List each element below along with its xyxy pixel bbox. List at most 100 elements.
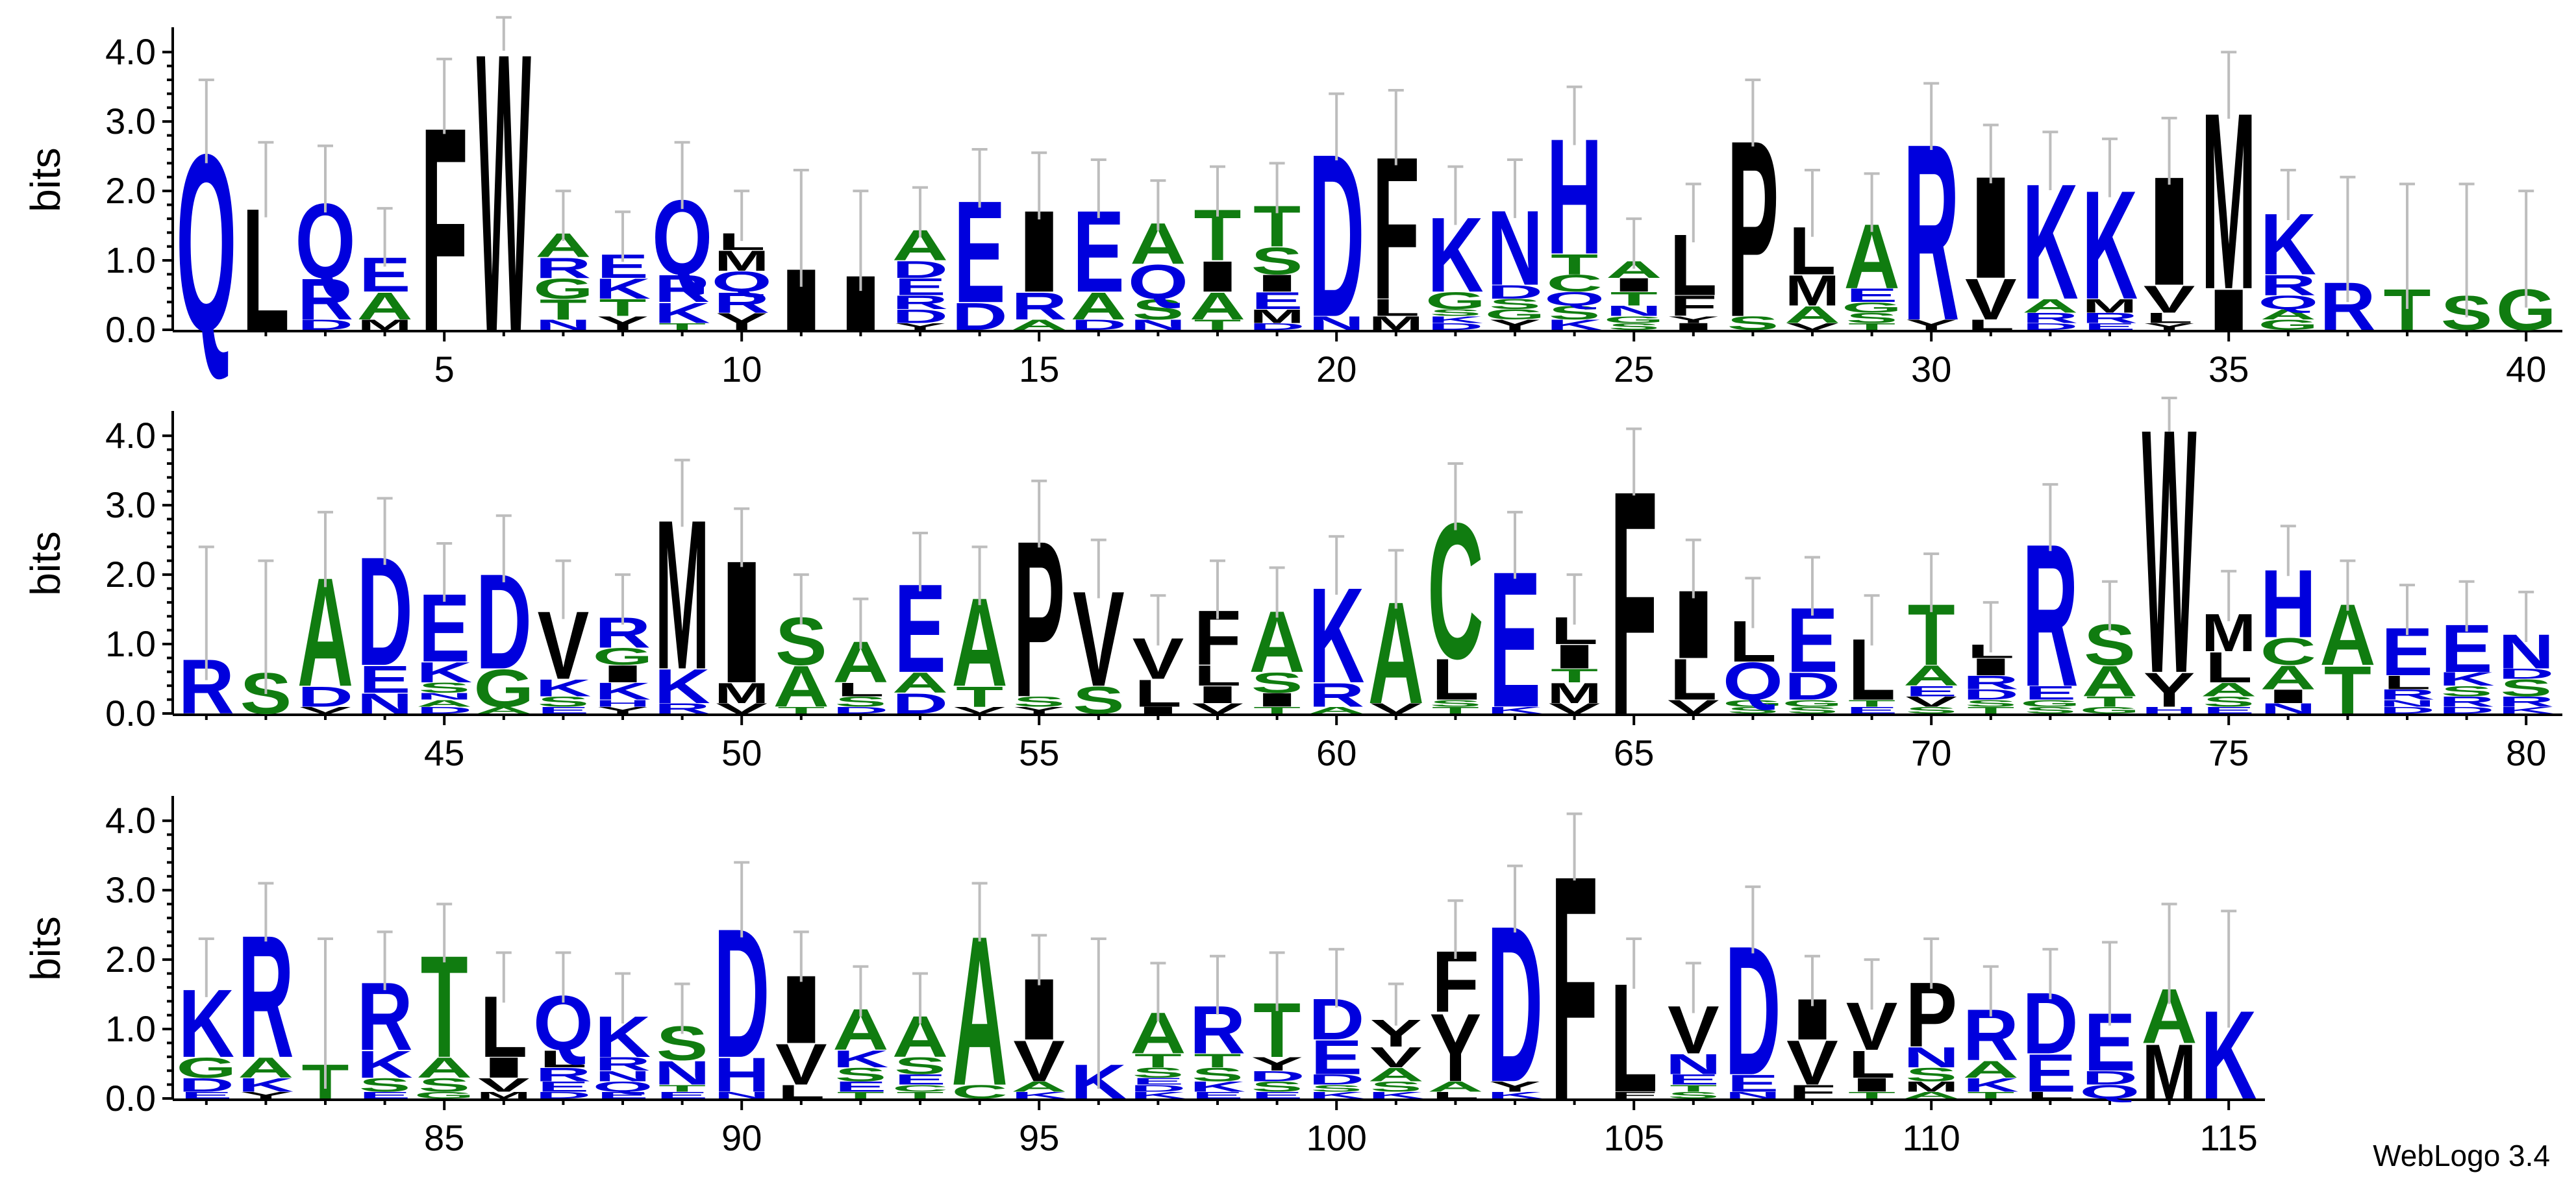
logo-letter-T: T [540,293,587,326]
logo-letter-S: S [1549,302,1601,323]
logo-letter-A: A [1071,285,1127,328]
logo-letter-Y: Y [1905,317,1957,333]
logo-letter-G: G [414,1090,475,1101]
logo-letter-E: E [2084,321,2136,332]
logo-letter-I: I [477,1052,531,1084]
y-axis-label: bits [22,147,69,212]
logo-letter-E: E [835,1078,887,1095]
logo-letter-R: R [2082,310,2138,326]
logo-letter-A: A [1784,301,1840,328]
logo-letter-G: G [1842,299,1902,316]
x-tick-label: 70 [1911,732,1951,773]
logo-letter-E: E [359,1090,411,1101]
logo-column-57: ILV [1131,594,1185,715]
x-tick-label: 30 [1911,349,1951,390]
logo-letter-D: D [2438,705,2494,716]
logo-letter-E: E [1192,1090,1244,1101]
logo-letter-K: K [654,297,710,329]
logo-column-90: NHD [714,861,769,1102]
logo-letter-Q: Q [712,266,772,298]
logo-letter-G: G [473,658,534,718]
logo-letter-G: G [2020,698,2081,709]
logo-letter-V: V [299,705,351,716]
logo-letter-S: S [835,693,887,710]
logo-letter-H: H [714,1048,769,1102]
logo-column-14: DE [951,147,1008,338]
logo-letter-S: S [2441,683,2493,699]
logo-letter-V: V [1549,700,1601,717]
logo-letter-S: S [1132,1065,1184,1081]
y-tick-label: 4.0 [105,415,156,456]
logo-letter-V: V [775,1032,827,1097]
logo-letter-D: D [1071,317,1127,333]
logo-letter-S: S [2203,693,2255,710]
logo-letter-T: T [1134,1050,1182,1071]
logo-letter-S: S [538,693,590,710]
logo-letter-G: G [1485,306,1545,323]
logo-letter-Y: Y [1013,705,1065,716]
y-tick-label: 3.0 [105,869,156,910]
x-tick-label: 55 [1019,732,1059,773]
x-tick-label: 20 [1316,349,1357,390]
logo-letter-E: E [1668,1072,1719,1088]
logo-letter-R: R [892,291,948,313]
logo-letter-K: K [416,656,472,689]
logo-column-16: DAE [1071,158,1127,333]
logo-letter-R: R [1308,676,1364,713]
logo-letter-E: E [538,705,590,716]
logo-letter-D: D [535,1090,591,1101]
logo-letter-V: V [1786,321,1838,332]
logo-letter-A: A [892,667,948,699]
logo-letter-V: V [954,705,1006,716]
logo-letter-A: A [1963,1056,2019,1083]
logo-letter-A: A [2260,306,2316,323]
x-tick-label: 90 [721,1117,762,1158]
logo-letter-T: T [1194,1050,1242,1071]
logo-letter-S: S [1965,698,2017,709]
logo-letter-D: D [892,688,948,720]
logo-letter-G: G [1782,698,1843,709]
logo-letter-K: K [2438,668,2494,689]
logo-letter-R: R [2498,693,2554,710]
logo-column-51: TAS [773,573,829,719]
logo-letter-D: D [297,680,353,713]
logo-letter-N: N [1725,1090,1781,1101]
logo-letter-D: D [1308,1072,1364,1088]
logo-letter-R: R [654,267,710,310]
logo-letter-G: G [1425,287,1486,314]
x-tick-label: 60 [1316,732,1357,773]
y-tick-label: 0.0 [105,1078,156,1119]
logo-letter-A: A [356,285,412,328]
logo-letter-S: S [418,680,470,696]
logo-letter-I: I [2261,686,2315,707]
logo-letter-S: S [1430,307,1482,318]
logo-letter-D: D [416,705,472,716]
y-tick-label: 3.0 [105,101,156,142]
y-tick-label: 0.0 [105,309,156,350]
logo-letter-S: S [2500,675,2552,702]
logo-letter-N: N [356,688,412,720]
logo-letter-I: I [1191,681,1245,708]
y-tick-label: 4.0 [105,800,156,841]
logo-letter-E: E [1905,683,1957,699]
logo-column-1: Q [176,79,236,383]
logo-letter-M: M [2082,295,2137,316]
logo-column-6: W [477,0,532,414]
logo-letter-A: A [2082,656,2138,706]
logo-letter-N: N [714,1090,769,1101]
logo-letter-Q: Q [1723,651,1783,711]
logo-column-38: T [2384,182,2431,343]
logo-letter-T: T [1551,665,1598,686]
